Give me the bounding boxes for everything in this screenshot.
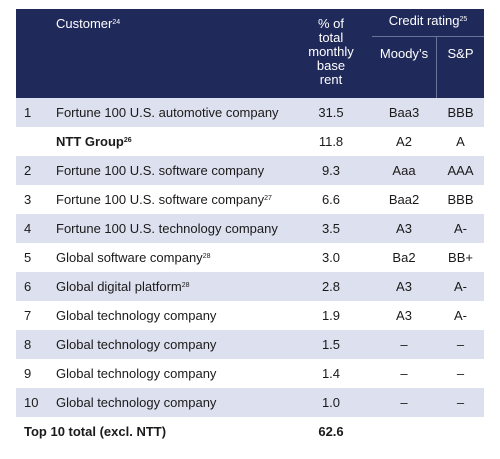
row-moodys: A3 [396,221,412,236]
row-moodys: Baa3 [388,105,420,120]
row-customer: Global technology company [56,366,216,381]
header-customer: Customer24 [56,16,121,31]
row-sp: – [456,395,465,410]
row-customer-name: Global digital platform [56,279,182,294]
header-moodys: Moody’s [379,46,429,61]
row-rank: 3 [24,192,32,207]
row-customer: Fortune 100 U.S. software company [56,163,264,178]
row-customer: Global technology company [56,395,216,410]
row-moodys: A2 [396,134,412,149]
row-sp: BBB [447,192,474,207]
row-customer: Global technology company [56,337,216,352]
table-row: 2 Fortune 100 U.S. software company 9.3 Aaa… [16,156,484,185]
row-moodys: – [400,366,408,381]
row-rank: 4 [24,221,32,236]
row-rank: 7 [24,308,32,323]
table-row: 10 Global technology company 1.0 – – [16,388,484,417]
row-pct: 1.4 [321,366,341,381]
row-rank: 2 [24,163,32,178]
row-customer-name: Global technology company [56,395,217,410]
row-pct: 1.9 [321,308,341,323]
row-pct: 3.0 [321,250,341,265]
row-pct: 1.0 [321,395,341,410]
row-customer: Fortune 100 U.S. technology company [56,221,278,236]
row-customer-name: Fortune 100 U.S. software company [56,192,265,207]
row-pct: 31.5 [318,105,344,120]
table-row: 7 Global technology company 1.9 A3 A- [16,301,484,330]
row-moodys: Ba2 [392,250,416,265]
row-moodys: Aaa [392,163,416,178]
header-column-divider [436,36,437,98]
row-customer-name: Global technology company [56,337,217,352]
table-row: 5 Global software company28 3.0 Ba2 BB+ [16,243,484,272]
row-rank: 5 [24,250,32,265]
row-sp: BBB [447,105,474,120]
row-rank: 1 [24,105,32,120]
header-divider [372,36,484,37]
row-customer-name: Fortune 100 U.S. technology company [56,221,278,236]
row-customer-name: Global software company [56,250,203,265]
table-row: 4 Fortune 100 U.S. technology company 3.5 A… [16,214,484,243]
row-pct: 2.8 [321,279,341,294]
row-sp: A [456,134,465,149]
total-value: 62.6 [318,424,344,439]
row-pct: 3.5 [321,221,341,236]
row-pct: 6.6 [321,192,341,207]
table-row: NTT Group26 11.8 A2 A [16,127,484,156]
row-sp: – [456,337,465,352]
table-row: 6 Global digital platform28 2.8 A3 A- [16,272,484,301]
row-pct: 9.3 [321,163,341,178]
row-pct: 11.8 [318,134,344,149]
row-footnote: 28 [181,282,190,289]
row-moodys: A3 [396,308,412,323]
row-moodys: A3 [396,279,412,294]
total-row: Top 10 total (excl. NTT) 62.6 [16,417,484,446]
table-row: 3 Fortune 100 U.S. software company27 6.6 B… [16,185,484,214]
table-header: Customer24 % of total monthly base rent … [16,9,484,98]
row-moodys: Baa2 [388,192,420,207]
table-body: 1 Fortune 100 U.S. automotive company 31.5… [16,98,484,417]
row-sp: A- [454,279,467,294]
row-moodys: – [400,395,408,410]
row-customer-name: Fortune 100 U.S. automotive company [56,105,279,120]
row-sp: A- [454,308,467,323]
row-sp: AAA [447,163,474,178]
header-credit-rating: Credit rating25 [388,13,468,28]
row-moodys: – [400,337,408,352]
row-pct: 1.5 [321,337,341,352]
row-rank: 9 [24,366,32,381]
row-customer: Fortune 100 U.S. software company27 [56,192,272,207]
table-row: 1 Fortune 100 U.S. automotive company 31.5… [16,98,484,127]
row-customer: Global digital platform28 [56,279,190,294]
table-row: 9 Global technology company 1.4 – – [16,359,484,388]
row-sp: – [456,366,465,381]
row-rank: 6 [24,279,32,294]
row-customer: Global software company28 [56,250,210,265]
row-customer-name: NTT Group [56,134,124,149]
header-sp: S&P [447,46,474,61]
row-rank: 10 [24,395,39,410]
row-customer-name: Fortune 100 U.S. software company [56,163,265,178]
row-customer-name: Global technology company [56,308,217,323]
row-sp: A- [454,221,467,236]
table-row: 8 Global technology company 1.5 – – [16,330,484,359]
row-customer-name: Global technology company [56,366,217,381]
row-footnote: 27 [264,195,272,202]
row-sp: BB+ [448,250,473,265]
header-pct-total-monthly-base-rent: % of total monthly base rent [308,16,354,87]
row-rank: 8 [24,337,32,352]
total-label: Top 10 total (excl. NTT) [24,424,167,439]
row-footnote: 26 [123,137,132,144]
row-customer: Fortune 100 U.S. automotive company [56,105,279,120]
row-customer: NTT Group26 [56,134,132,149]
row-footnote: 28 [202,253,211,260]
row-customer: Global technology company [56,308,216,323]
customer-table: Customer24 % of total monthly base rent … [16,9,484,446]
